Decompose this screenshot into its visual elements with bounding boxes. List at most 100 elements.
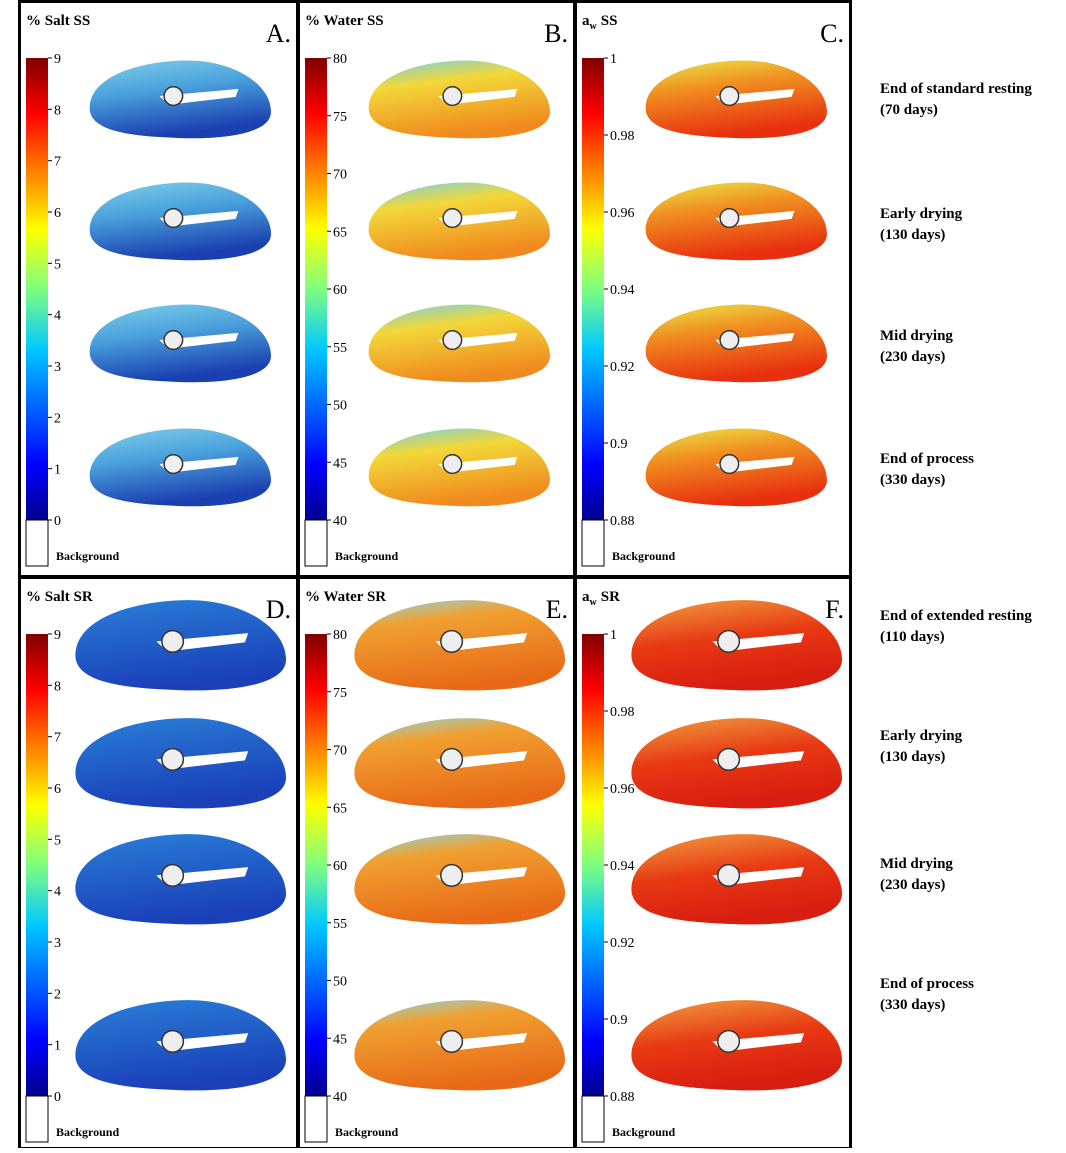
row-label: (130 days) (880, 749, 945, 765)
colorbar-tick-label: 0.88 (610, 1090, 635, 1105)
title-subscript: w (590, 597, 598, 608)
colorbar-tick-label: 75 (333, 110, 347, 125)
bone (720, 209, 739, 228)
title-text: SS (601, 13, 618, 29)
colorbar-tick-label: 70 (333, 168, 347, 183)
colorbar-tick-label: 0.9 (610, 437, 628, 452)
colorbar-tick-label: 70 (333, 744, 347, 759)
row-label: Mid drying (880, 328, 953, 344)
colorbar (305, 58, 327, 520)
background-swatch (26, 520, 48, 566)
row-label: (330 days) (880, 472, 945, 488)
row-label: (70 days) (880, 102, 938, 118)
background-swatch (26, 1096, 48, 1142)
colorbar-tick-label: 0 (54, 514, 61, 529)
title-text: SR (601, 589, 620, 605)
bone (162, 749, 184, 771)
colorbar-tick-label: 75 (333, 686, 347, 701)
background-swatch (305, 1096, 327, 1142)
colorbar-tick-label: 2 (54, 987, 61, 1002)
colorbar-tick-label: 7 (54, 155, 61, 170)
title-text: % Water SS (305, 13, 384, 29)
figure: % Salt SSA.Background0123456789% Water S… (0, 0, 1066, 1148)
colorbar (582, 634, 604, 1096)
bone (443, 331, 462, 350)
row-label: (230 days) (880, 349, 945, 365)
colorbar (26, 634, 48, 1096)
title-text: % Water SR (305, 589, 386, 605)
colorbar-tick-label: 1 (610, 628, 617, 643)
title-subscript: w (590, 21, 598, 32)
bone (718, 631, 740, 653)
colorbar-tick-label: 65 (333, 801, 347, 816)
colorbar-tick-label: 0.88 (610, 514, 635, 529)
colorbar-tick-label: 6 (54, 782, 61, 797)
colorbar-tick-label: 4 (54, 309, 61, 324)
colorbar-tick-label: 60 (333, 283, 347, 298)
colorbar-tick-label: 80 (333, 52, 347, 67)
row-label: Mid drying (880, 856, 953, 872)
row-label: (110 days) (880, 629, 945, 645)
colorbar-tick-label: 0.92 (610, 936, 635, 951)
bone (441, 1031, 463, 1053)
bone (164, 331, 183, 350)
panel-title: % Water SS (305, 13, 384, 29)
background-label: Background (612, 549, 675, 563)
colorbar-tick-label: 5 (54, 257, 61, 272)
colorbar-tick-label: 0.92 (610, 360, 635, 375)
colorbar-tick-label: 0.94 (610, 859, 635, 874)
row-label: (230 days) (880, 877, 945, 893)
background-swatch (305, 520, 327, 566)
panel-letter: F. (825, 595, 844, 624)
colorbar-tick-label: 4 (54, 885, 61, 900)
row-label: (130 days) (880, 227, 945, 243)
bone (443, 455, 462, 474)
background-label: Background (335, 1125, 398, 1139)
background-swatch (582, 1096, 604, 1142)
bone (164, 209, 183, 228)
panel-letter: B. (544, 19, 568, 48)
colorbar (26, 58, 48, 520)
panel-title: % Salt SS (26, 13, 90, 29)
row-label: (330 days) (880, 997, 945, 1013)
bone (441, 865, 463, 887)
panel-letter: E. (546, 595, 568, 624)
colorbar-tick-label: 0.98 (610, 129, 635, 144)
bone (443, 209, 462, 228)
colorbar-tick-label: 2 (54, 411, 61, 426)
panel-letter: C. (820, 19, 844, 48)
row-label: End of extended resting (880, 608, 1032, 624)
panel-letter: A. (266, 19, 291, 48)
row-label: End of process (880, 451, 974, 467)
bone (718, 749, 740, 771)
bone (718, 865, 740, 887)
colorbar-tick-label: 8 (54, 103, 61, 118)
bone (162, 1031, 184, 1053)
bone (164, 455, 183, 474)
title-text: % Salt SR (26, 589, 93, 605)
bone (718, 1031, 740, 1053)
bone (162, 865, 184, 887)
row-label: Early drying (880, 728, 963, 744)
panel-title: % Water SR (305, 589, 386, 605)
colorbar-tick-label: 1 (54, 1039, 61, 1054)
row-label: Early drying (880, 206, 963, 222)
colorbar-tick-label: 40 (333, 514, 347, 529)
background-label: Background (612, 1125, 675, 1139)
colorbar-tick-label: 60 (333, 859, 347, 874)
colorbar-tick-label: 45 (333, 1032, 347, 1047)
bone (164, 87, 183, 106)
colorbar-tick-label: 80 (333, 628, 347, 643)
colorbar-tick-label: 5 (54, 833, 61, 848)
background-label: Background (56, 1125, 119, 1139)
colorbar-tick-label: 1 (610, 52, 617, 67)
colorbar-tick-label: 0.96 (610, 782, 635, 797)
colorbar-tick-label: 0.98 (610, 705, 635, 720)
row-label: End of standard resting (880, 81, 1032, 97)
row-label: End of process (880, 976, 974, 992)
bone (443, 87, 462, 106)
colorbar-tick-label: 8 (54, 679, 61, 694)
panel-title: % Salt SR (26, 589, 93, 605)
